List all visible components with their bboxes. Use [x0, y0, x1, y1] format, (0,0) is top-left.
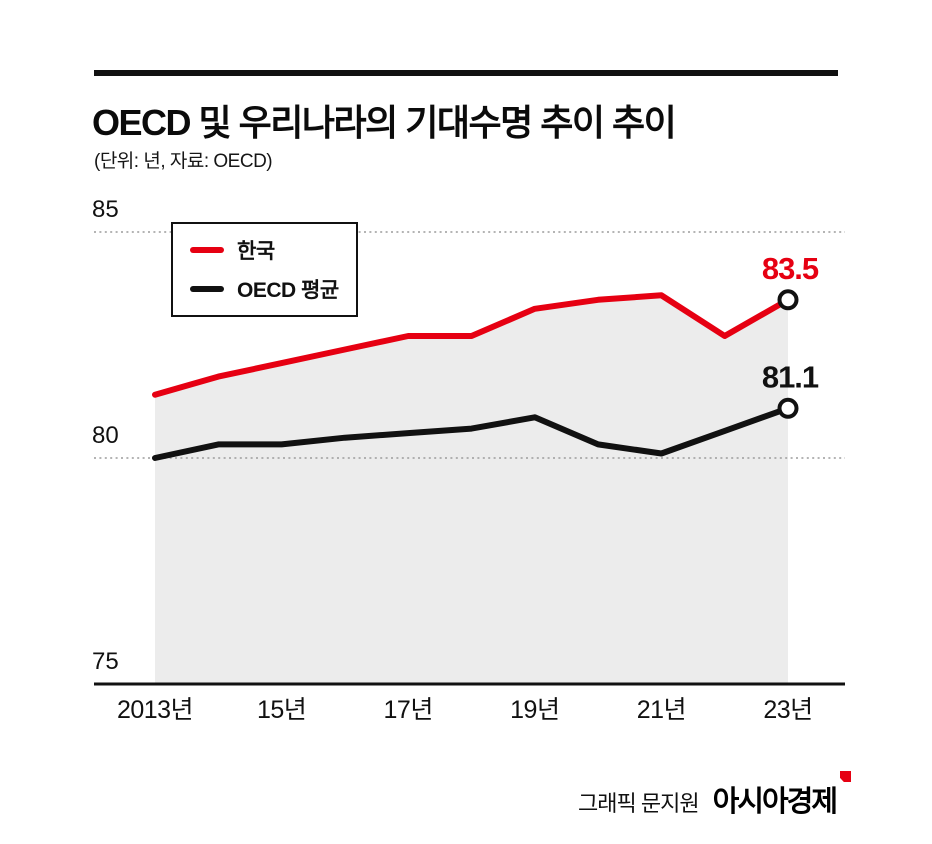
- legend-items: 한국 OECD 평균: [190, 235, 339, 304]
- legend-swatch-1: [190, 286, 224, 292]
- area-under-series: [155, 295, 788, 684]
- y-tick-label-85: 85: [92, 196, 119, 223]
- top-rule-bar: [94, 70, 838, 76]
- graphic-credit-text: 그래픽 문지원: [578, 791, 700, 816]
- chart-title: OECD 및 우리나라의 기대수명 추이 추이: [92, 102, 677, 143]
- x-tick-label-2013: 2013년: [116, 696, 194, 724]
- x-tick-label-2019: 19년: [510, 696, 560, 724]
- y-tick-label-80: 80: [92, 422, 119, 449]
- end-value-label-0-한국: 83.5: [762, 251, 819, 286]
- brand-logo-text: 아시아경제: [712, 786, 838, 818]
- legend-label-1: OECD 평균: [237, 279, 339, 302]
- end-marker-0-한국: [777, 289, 799, 311]
- x-tick-label-2017: 17년: [383, 696, 434, 724]
- x-tick-label-2021: 21년: [636, 696, 687, 724]
- legend-label-0: 한국: [237, 240, 275, 263]
- x-tick-label-2023: 23년: [763, 696, 813, 724]
- chart-unit-source-note: (단위: 년, 자료: OECD): [94, 151, 273, 172]
- x-tick-label-2015: 15년: [256, 696, 307, 724]
- end-value-label-1-OECD 평균: 81.1: [762, 359, 819, 394]
- end-marker-1-OECD 평균: [777, 397, 799, 419]
- legend-item-한국: 한국: [190, 235, 339, 265]
- series-line-1-OECD 평균: [152, 405, 791, 461]
- series-line-0-한국: [152, 292, 791, 398]
- legend-swatch-0: [190, 247, 224, 253]
- y-tick-label-75: 75: [92, 648, 119, 675]
- brand-logo: 아시아경제: [712, 771, 851, 820]
- footer-credit-line: 그래픽 문지원 아시아경제: [578, 771, 851, 820]
- legend: 한국 OECD 평균: [171, 222, 358, 317]
- brand-flag-icon: [840, 771, 851, 782]
- legend-item-OECD 평균: OECD 평균: [190, 274, 339, 304]
